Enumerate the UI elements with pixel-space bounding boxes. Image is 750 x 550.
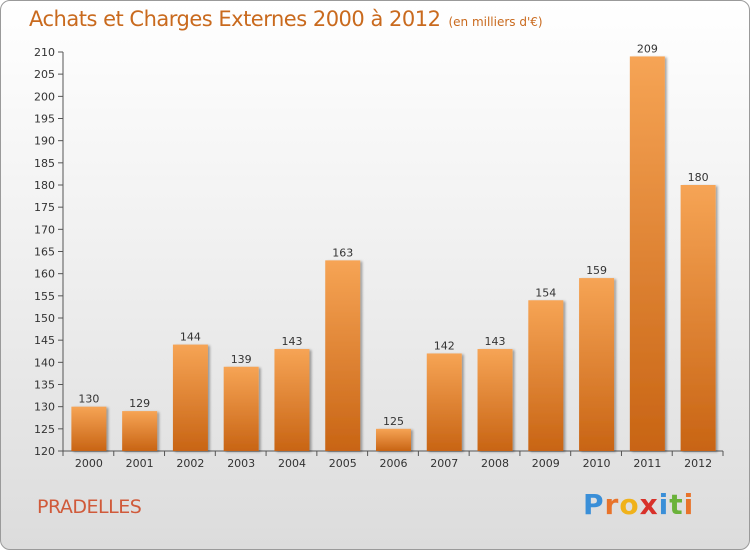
logo-letter: t [669,488,684,521]
data-label-2002: 144 [180,331,201,344]
logo-letter: o [619,488,640,521]
x-tick-label-2006: 2006 [380,457,408,470]
y-tick-label: 125 [34,423,55,436]
y-tick-label: 195 [34,113,55,126]
x-tick-label-2008: 2008 [481,457,509,470]
x-tick-label-2012: 2012 [684,457,712,470]
y-axis: 120 125 130 135 140 145 150 155 160 165 170 175 180 1… [34,46,64,458]
x-tick-label-2010: 2010 [583,457,611,470]
bar-2003 [223,366,259,451]
y-tick-label: 150 [34,312,55,325]
logo-letter: r [604,488,620,521]
y-tick-label: 155 [34,290,55,303]
x-tick-label-2003: 2003 [227,457,255,470]
x-tick-label-2007: 2007 [430,457,458,470]
chart-title-text: Achats et Charges Externes 2000 à 2012 [29,7,441,31]
bar-2011 [629,56,665,451]
logo-letter: i [658,488,670,521]
y-tick-label: 120 [34,445,55,458]
y-tick-label: 175 [34,201,55,214]
logo-letter: P [583,488,605,521]
y-tick-label: 180 [34,179,55,192]
data-label-2005: 163 [332,246,353,259]
data-label-2010: 159 [586,264,607,277]
bars: 130 129 144 139 143 163 125 142 143 154 159 209 180 [71,42,716,451]
x-axis: 2000 2001 2002 2003 2004 2005 2006 2007 2008 2009… [62,450,724,470]
y-tick-label: 160 [34,268,55,281]
x-tick-label-2009: 2009 [532,457,560,470]
y-tick-label: 145 [34,334,55,347]
data-label-2006: 125 [383,415,404,428]
y-tick-label: 135 [34,379,55,392]
bar-2008 [477,349,513,451]
data-label-2007: 142 [434,339,455,352]
data-label-2001: 129 [129,397,150,410]
x-tick-label-2000: 2000 [75,457,103,470]
data-label-2003: 139 [231,353,252,366]
commune-name: PRADELLES [37,496,142,518]
logo-letter: i [683,488,695,521]
y-tick-label: 140 [34,356,55,369]
bar-2001 [122,411,158,451]
bar-2002 [172,344,208,451]
proxiti-logo[interactable]: Proxiti [583,488,694,521]
y-tick-label: 205 [34,68,55,81]
bar-2004 [274,349,310,451]
y-tick-label: 190 [34,135,55,148]
bar-2000 [71,406,107,451]
chart-title: Achats et Charges Externes 2000 à 2012 (e… [29,7,543,31]
data-label-2008: 143 [485,335,506,348]
x-tick-label-2002: 2002 [176,457,204,470]
chart-unit: (en milliers d'€) [448,15,543,29]
data-label-2004: 143 [281,335,302,348]
bar-2007 [426,353,462,451]
x-tick-label-2005: 2005 [329,457,357,470]
bar-2010 [579,278,615,451]
data-label-2012: 180 [688,171,709,184]
y-tick-label: 200 [34,90,55,103]
y-tick-label: 130 [34,401,55,414]
logo-letter: x [639,488,659,521]
data-label-2009: 154 [535,286,556,299]
bar-2006 [376,428,411,451]
bar-2012 [680,185,716,451]
y-tick-label: 170 [34,223,55,236]
bar-2005 [325,260,361,451]
data-label-2011: 209 [637,42,658,55]
y-tick-label: 210 [34,46,55,59]
x-tick-label-2011: 2011 [633,457,661,470]
bar-2009 [528,300,564,451]
data-label-2000: 130 [78,393,99,406]
y-tick-label: 185 [34,157,55,170]
y-tick-label: 165 [34,246,55,259]
x-tick-label-2001: 2001 [126,457,154,470]
x-tick-label-2004: 2004 [278,457,306,470]
